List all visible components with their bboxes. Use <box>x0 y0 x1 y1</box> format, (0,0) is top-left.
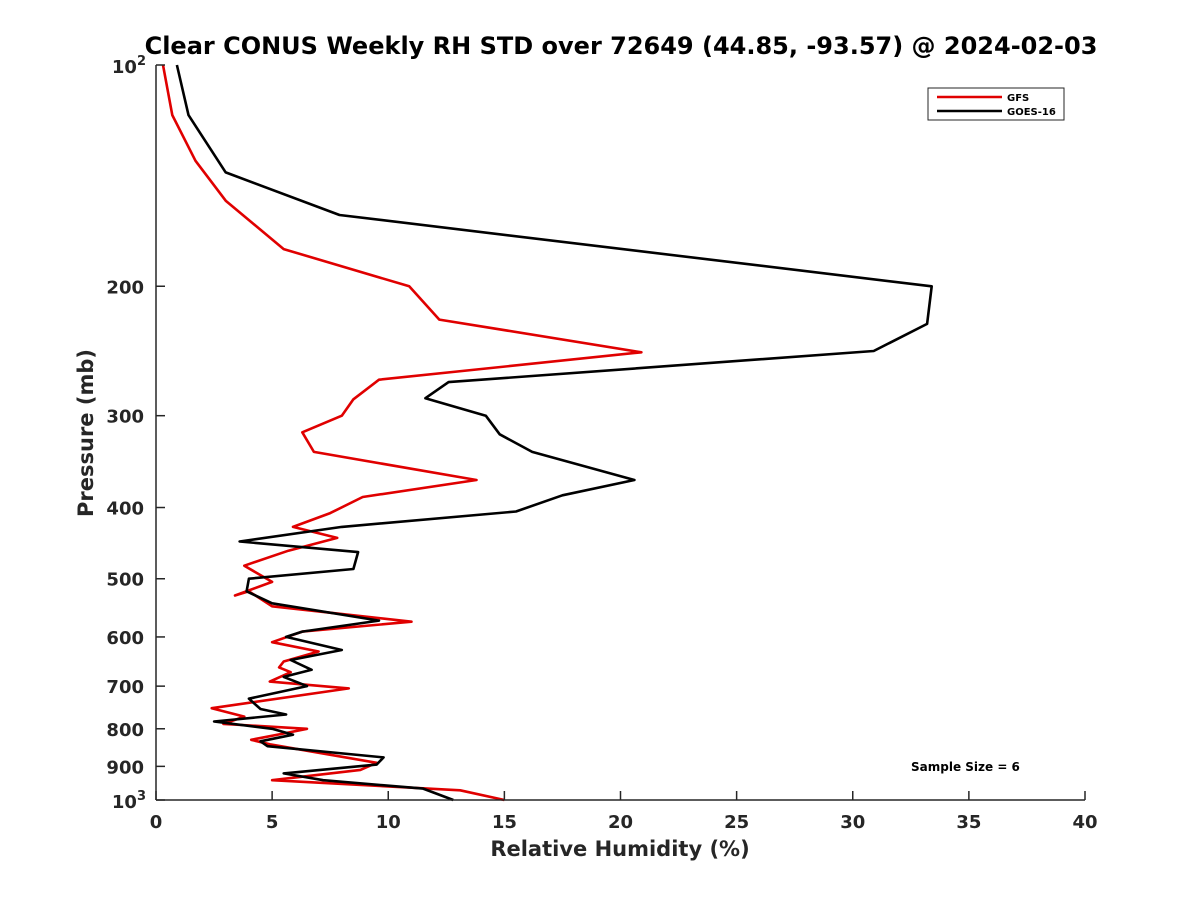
x-tick-label: 5 <box>266 812 279 833</box>
y-tick-label: 102 <box>112 54 146 78</box>
x-tick-label: 40 <box>1072 812 1097 833</box>
y-tick-label: 900 <box>106 757 144 778</box>
y-tick-label: 300 <box>106 407 144 428</box>
y-tick-label: 200 <box>106 277 144 298</box>
y-tick-label: 800 <box>106 720 144 741</box>
y-tick-label: 700 <box>106 677 144 698</box>
sample-size-annotation: Sample Size = 6 <box>911 760 1020 774</box>
y-axis-ticks: 102 200 300 400 500 600 700 800 900 103 <box>106 54 165 813</box>
x-tick-label: 30 <box>840 812 865 833</box>
series-layer <box>161 64 933 802</box>
x-tick-label: 25 <box>724 812 749 833</box>
legend-label-gfs: GFS <box>1007 93 1029 104</box>
x-tick-label: 15 <box>492 812 517 833</box>
y-axis-label: Pressure (mb) <box>74 349 98 517</box>
series-line-goes16 <box>175 64 933 802</box>
x-tick-label: 35 <box>956 812 981 833</box>
chart-title: Clear CONUS Weekly RH STD over 72649 (44… <box>145 32 1098 60</box>
x-axis-label: Relative Humidity (%) <box>490 837 749 861</box>
x-tick-label: 20 <box>608 812 633 833</box>
legend-box <box>927 87 1065 121</box>
x-tick-label: 0 <box>150 812 163 833</box>
y-tick-label: 500 <box>106 570 144 591</box>
x-tick-label: 10 <box>376 812 401 833</box>
y-tick-label: 103 <box>112 789 146 813</box>
y-tick-label: 600 <box>106 628 144 649</box>
plot-area: 0 5 10 15 20 25 30 35 40 102 200 300 400 500 600 700 80… <box>106 54 1097 833</box>
legend-label-goes16: GOES-16 <box>1007 107 1056 118</box>
y-tick-label: 400 <box>106 499 144 520</box>
legend: GFS GOES-16 <box>927 87 1065 121</box>
x-axis-ticks: 0 5 10 15 20 25 30 35 40 <box>150 791 1098 833</box>
